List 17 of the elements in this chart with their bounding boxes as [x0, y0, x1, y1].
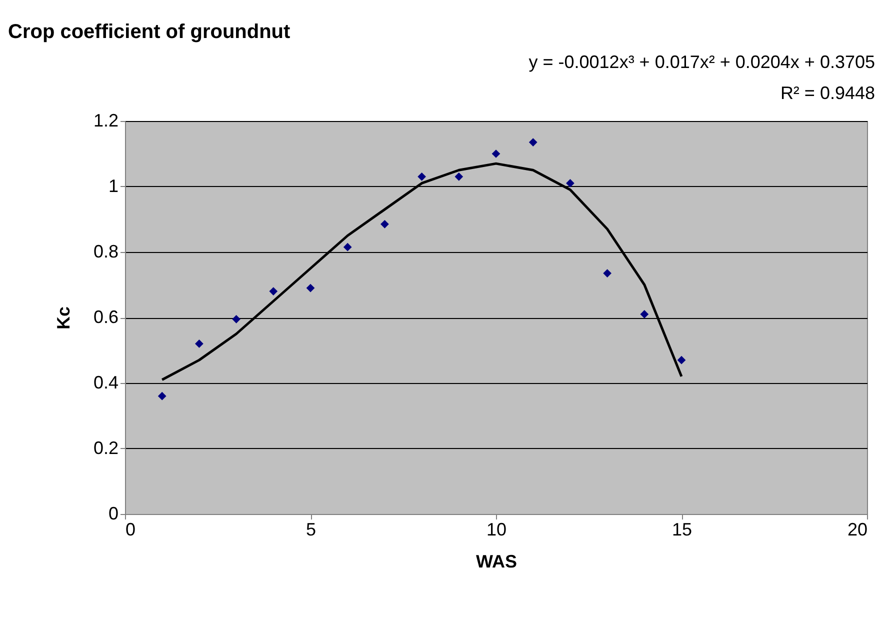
x-axis-title: WAS — [476, 552, 518, 572]
x-tick-label: 0 — [126, 520, 136, 540]
x-tick-label: 10 — [486, 520, 507, 540]
y-tick-label: 0.6 — [93, 307, 118, 327]
chart-title: Crop coefficient of groundnut — [8, 21, 291, 43]
y-tick-label: 0.2 — [93, 438, 118, 458]
x-tick-label: 15 — [672, 520, 692, 540]
x-tick-label: 5 — [306, 520, 316, 540]
y-axis-title: Kc — [53, 306, 74, 330]
text: R² = 0.9448 — [780, 83, 875, 103]
y-tick-label: 0.8 — [93, 242, 118, 262]
x-tick-label: 20 — [847, 520, 868, 540]
y-tick-label: 0 — [108, 504, 118, 524]
y-tick-label: 1.2 — [93, 110, 118, 130]
y-tick-label: 1 — [108, 176, 118, 196]
y-tick-label: 0.4 — [93, 372, 118, 392]
text: y = -0.0012x³ + 0.017x² + 0.0204x + 0.3705 — [528, 52, 875, 72]
